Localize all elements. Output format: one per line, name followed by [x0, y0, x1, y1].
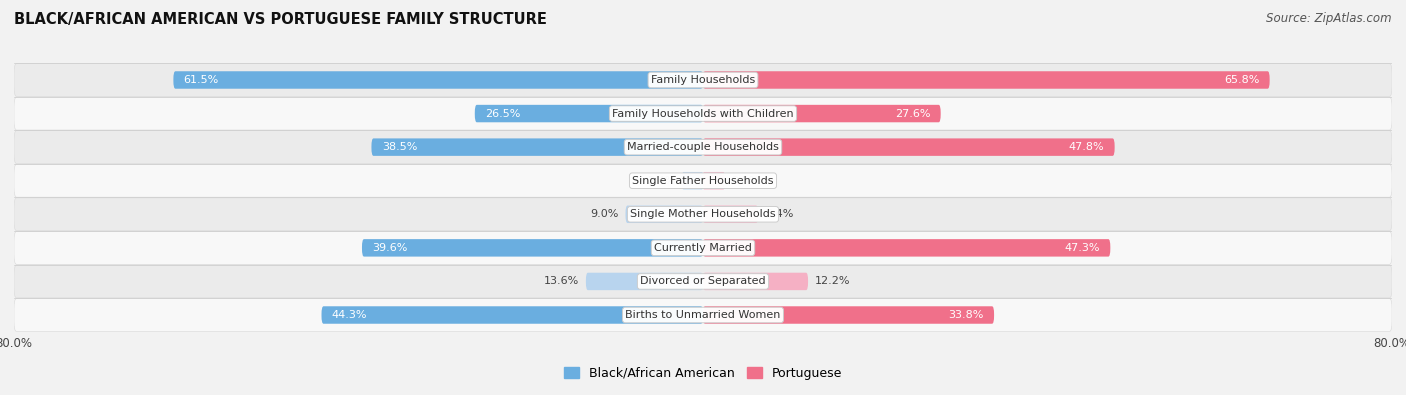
- FancyBboxPatch shape: [703, 239, 1111, 257]
- Text: 26.5%: 26.5%: [485, 109, 520, 118]
- Text: Single Mother Households: Single Mother Households: [630, 209, 776, 219]
- Text: Divorced or Separated: Divorced or Separated: [640, 276, 766, 286]
- FancyBboxPatch shape: [14, 164, 1392, 197]
- FancyBboxPatch shape: [14, 131, 1392, 164]
- Legend: Black/African American, Portuguese: Black/African American, Portuguese: [558, 362, 848, 385]
- Text: 13.6%: 13.6%: [544, 276, 579, 286]
- FancyBboxPatch shape: [703, 71, 1270, 89]
- FancyBboxPatch shape: [626, 205, 703, 223]
- FancyBboxPatch shape: [475, 105, 703, 122]
- Text: 9.0%: 9.0%: [591, 209, 619, 219]
- FancyBboxPatch shape: [371, 138, 703, 156]
- Text: 2.5%: 2.5%: [731, 176, 759, 186]
- Text: 6.4%: 6.4%: [765, 209, 793, 219]
- Text: 61.5%: 61.5%: [184, 75, 219, 85]
- Text: 44.3%: 44.3%: [332, 310, 367, 320]
- Text: 12.2%: 12.2%: [815, 276, 851, 286]
- Text: Family Households: Family Households: [651, 75, 755, 85]
- FancyBboxPatch shape: [703, 306, 994, 324]
- FancyBboxPatch shape: [14, 231, 1392, 264]
- Text: Family Households with Children: Family Households with Children: [612, 109, 794, 118]
- Text: 2.4%: 2.4%: [647, 176, 675, 186]
- Text: Currently Married: Currently Married: [654, 243, 752, 253]
- FancyBboxPatch shape: [703, 105, 941, 122]
- Text: Births to Unmarried Women: Births to Unmarried Women: [626, 310, 780, 320]
- Text: 47.3%: 47.3%: [1064, 243, 1099, 253]
- Text: Single Father Households: Single Father Households: [633, 176, 773, 186]
- FancyBboxPatch shape: [703, 273, 808, 290]
- FancyBboxPatch shape: [682, 172, 703, 190]
- FancyBboxPatch shape: [173, 71, 703, 89]
- FancyBboxPatch shape: [703, 205, 758, 223]
- FancyBboxPatch shape: [586, 273, 703, 290]
- FancyBboxPatch shape: [361, 239, 703, 257]
- FancyBboxPatch shape: [14, 299, 1392, 331]
- Text: Married-couple Households: Married-couple Households: [627, 142, 779, 152]
- Text: 65.8%: 65.8%: [1225, 75, 1260, 85]
- Text: 47.8%: 47.8%: [1069, 142, 1104, 152]
- FancyBboxPatch shape: [14, 265, 1392, 298]
- Text: 38.5%: 38.5%: [382, 142, 418, 152]
- FancyBboxPatch shape: [14, 198, 1392, 231]
- Text: 27.6%: 27.6%: [894, 109, 931, 118]
- FancyBboxPatch shape: [703, 138, 1115, 156]
- Text: 33.8%: 33.8%: [949, 310, 984, 320]
- FancyBboxPatch shape: [703, 172, 724, 190]
- FancyBboxPatch shape: [14, 64, 1392, 96]
- Text: Source: ZipAtlas.com: Source: ZipAtlas.com: [1267, 12, 1392, 25]
- Text: 39.6%: 39.6%: [373, 243, 408, 253]
- FancyBboxPatch shape: [322, 306, 703, 324]
- Text: BLACK/AFRICAN AMERICAN VS PORTUGUESE FAMILY STRUCTURE: BLACK/AFRICAN AMERICAN VS PORTUGUESE FAM…: [14, 12, 547, 27]
- FancyBboxPatch shape: [14, 97, 1392, 130]
